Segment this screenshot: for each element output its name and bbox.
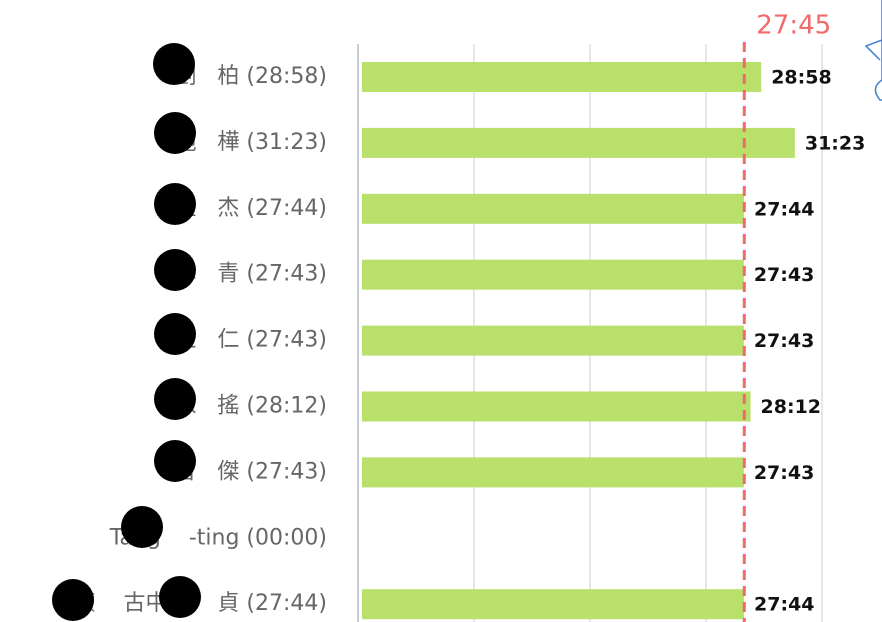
bar xyxy=(362,391,751,422)
value-label: 31:23 xyxy=(805,132,865,154)
mask xyxy=(153,43,195,85)
category-label: 陳 搖 (28:12) xyxy=(174,394,327,419)
category-label: 王 杰 (27:44) xyxy=(174,196,327,221)
category-label: 卓 青 (27:43) xyxy=(174,262,327,287)
bar xyxy=(362,589,745,620)
value-label: 27:43 xyxy=(754,330,814,352)
reference-label: 27:45 xyxy=(756,11,831,41)
bar xyxy=(362,193,745,224)
category-label: 曾 傑 (27:43) xyxy=(174,459,327,484)
value-label: 27:44 xyxy=(754,594,814,616)
value-label: 28:12 xyxy=(761,396,821,418)
bar xyxy=(362,259,744,290)
mask xyxy=(154,378,196,420)
mask xyxy=(154,183,196,225)
value-label: 27:43 xyxy=(754,462,814,484)
mask xyxy=(121,506,163,548)
mask xyxy=(154,249,196,291)
category-label: 王 仁 (27:43) xyxy=(174,328,327,353)
bar xyxy=(362,457,744,488)
bar xyxy=(362,62,762,92)
category-label: 劉 柏 (28:58) xyxy=(174,64,327,89)
callout xyxy=(864,0,882,101)
name-masks xyxy=(52,43,201,621)
value-label: 27:43 xyxy=(754,264,814,286)
value-label: 27:44 xyxy=(754,198,814,220)
mask xyxy=(154,112,196,154)
mask xyxy=(154,313,196,355)
value-label: 28:58 xyxy=(771,67,831,89)
category-label: 施 樺 (31:23) xyxy=(174,130,327,155)
bar xyxy=(362,325,744,356)
mask xyxy=(159,576,201,618)
mask xyxy=(154,440,196,482)
mask xyxy=(52,579,94,621)
plot: 劉 柏 (28:58) 28:58 施 樺 (31:23) 31:23 王 杰 (27:… xyxy=(73,11,865,622)
bar xyxy=(362,127,795,158)
